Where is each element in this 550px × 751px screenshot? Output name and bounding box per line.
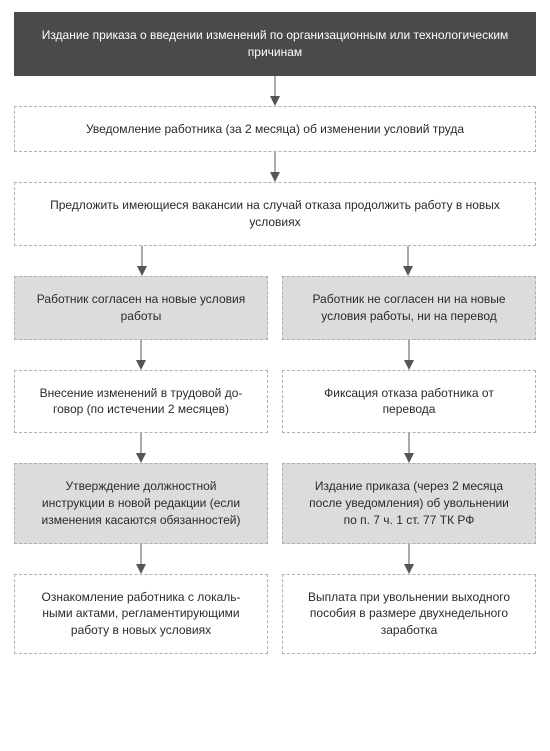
column-agree: Работник согласен на новые условия работ…	[14, 276, 268, 654]
node-dismissal-order: Издание приказа (через 2 месяца после ув…	[282, 463, 536, 543]
node-text: Уведомление работника (за 2 месяца) об и…	[86, 122, 464, 136]
column-refuse: Работник не согласен ни на новые условия…	[282, 276, 536, 654]
node-text: Предложить имеющиеся вакансии на случай …	[50, 198, 500, 229]
flowchart-container: Издание приказа о введении изменений по …	[14, 12, 536, 654]
branch-split	[14, 246, 536, 276]
node-notify: Уведомление работника (за 2 месяца) об и…	[14, 106, 536, 153]
branch-columns: Работник согласен на новые условия работ…	[14, 276, 536, 654]
node-approve-instruction: Утверждение должностной инструкции в нов…	[14, 463, 268, 543]
node-text: Ознакомление работника с локаль-ными акт…	[33, 589, 249, 639]
node-familiarize: Ознакомление работника с локаль-ными акт…	[14, 574, 268, 654]
arrow	[265, 152, 285, 182]
node-text: Издание приказа о введении изменений по …	[42, 28, 509, 59]
arrow	[399, 340, 419, 370]
node-agree: Работник согласен на новые условия работ…	[14, 276, 268, 340]
arrow	[265, 76, 285, 106]
node-start: Издание приказа о введении изменений по …	[14, 12, 536, 76]
node-text: Работник согласен на новые условия работ…	[33, 291, 249, 325]
node-text: Утверждение должностной инструкции в нов…	[33, 478, 249, 528]
node-text: Фиксация отказа работника от перевода	[301, 385, 517, 419]
node-refuse: Работник не согласен ни на новые условия…	[282, 276, 536, 340]
arrow	[131, 340, 151, 370]
node-text: Внесение изменений в трудовой до-говор (…	[33, 385, 249, 419]
arrow	[399, 544, 419, 574]
arrow	[131, 544, 151, 574]
node-offer: Предложить имеющиеся вакансии на случай …	[14, 182, 536, 246]
node-severance: Выплата при увольнении выходного пособия…	[282, 574, 536, 654]
node-record-refusal: Фиксация отказа работника от перевода	[282, 370, 536, 434]
node-text: Выплата при увольнении выходного пособия…	[301, 589, 517, 639]
node-text: Работник не согласен ни на новые условия…	[301, 291, 517, 325]
node-amend-contract: Внесение изменений в трудовой до-говор (…	[14, 370, 268, 434]
arrow	[131, 433, 151, 463]
arrow	[399, 433, 419, 463]
node-text: Издание приказа (через 2 месяца после ув…	[301, 478, 517, 528]
